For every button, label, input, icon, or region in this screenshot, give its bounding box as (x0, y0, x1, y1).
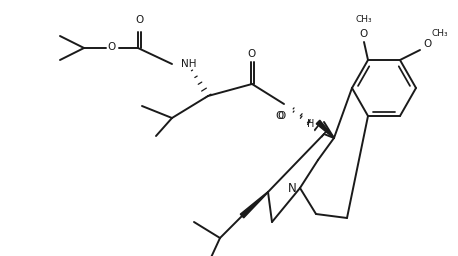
Text: NH: NH (181, 59, 196, 69)
Text: O: O (275, 111, 283, 121)
Polygon shape (316, 120, 334, 138)
Text: H: H (307, 119, 315, 129)
Text: N: N (288, 182, 296, 195)
Text: O: O (360, 29, 368, 39)
Text: O: O (248, 49, 256, 59)
Polygon shape (240, 192, 268, 218)
Text: O: O (135, 15, 143, 25)
Text: O: O (423, 39, 431, 49)
Text: CH₃: CH₃ (356, 16, 372, 25)
Text: CH₃: CH₃ (432, 29, 448, 38)
Text: O: O (108, 42, 116, 52)
Text: O: O (278, 111, 286, 121)
